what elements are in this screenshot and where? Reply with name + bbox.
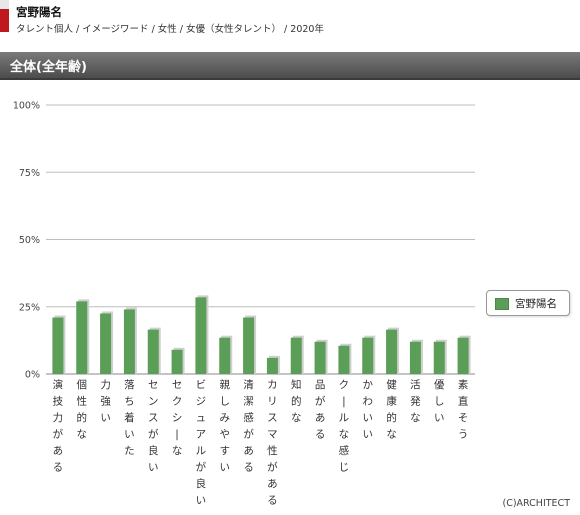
bar-9 xyxy=(243,317,255,374)
x-category-label: 演技力がある xyxy=(53,378,64,474)
bar-3 xyxy=(100,313,112,374)
bar-14 xyxy=(362,337,374,374)
bar-8 xyxy=(219,337,231,374)
y-tick-label: 75% xyxy=(19,168,40,179)
bar-11 xyxy=(290,337,302,374)
y-tick-label: 50% xyxy=(19,235,40,246)
bars-layer xyxy=(52,295,471,374)
bar-15 xyxy=(386,329,398,374)
chart-legend: 宮野陽名 xyxy=(486,290,570,316)
x-category-label: カリスマ性がある xyxy=(267,379,278,507)
bar-5 xyxy=(147,329,159,374)
copyright-notice: (C)ARCHITECT xyxy=(502,498,571,509)
bar-18 xyxy=(457,337,469,374)
talent-name: 宮野陽名 xyxy=(16,5,62,19)
bar-7 xyxy=(195,297,207,374)
grid-layer: 0% 25% 50% 75% 100% xyxy=(13,101,475,381)
x-category-label: 健康的な xyxy=(386,379,397,441)
x-category-label: 落ち着いた xyxy=(124,379,135,457)
x-category-label: 素直そう xyxy=(458,378,469,441)
x-category-label: 活発な xyxy=(410,379,421,424)
legend-swatch xyxy=(495,298,509,310)
category-labels-layer: 演技力がある 個性的な 力強い 落ち着いた センスが良い セクシ|な ビジュアルが良い 親しみ… xyxy=(53,378,469,507)
section-header-bar: 全体(全年齢) xyxy=(0,52,580,80)
bar-1 xyxy=(52,317,64,374)
bar-12 xyxy=(314,341,326,374)
bar-2 xyxy=(76,301,88,374)
x-category-label: 清潔感がある xyxy=(243,378,254,474)
legend-series-label: 宮野陽名 xyxy=(515,298,557,310)
category-breadcrumb: タレント個人 / イメージワード / 女性 / 女優（女性タレント） / 202… xyxy=(16,24,324,35)
x-category-label: 知的な xyxy=(291,378,302,424)
section-title: 全体(全年齢) xyxy=(10,60,87,75)
x-category-label: セクシ|な xyxy=(172,379,183,457)
bar-6 xyxy=(171,349,183,374)
bar-4 xyxy=(123,309,135,374)
x-category-label: センスが良い xyxy=(148,379,159,474)
y-tick-label: 25% xyxy=(19,302,40,313)
x-category-label: かわいい xyxy=(363,379,374,441)
y-tick-label: 0% xyxy=(25,370,40,381)
x-category-label: 品がある xyxy=(315,379,326,441)
x-category-label: 優しい xyxy=(434,378,445,424)
bar-17 xyxy=(433,341,445,374)
x-category-label: 個性的な xyxy=(77,378,88,441)
x-category-label: ク|ルな感じ xyxy=(339,379,350,474)
bar-10 xyxy=(266,357,278,374)
x-category-label: 親しみやすい xyxy=(220,378,231,474)
x-category-label: ビジュアルが良い xyxy=(196,379,207,507)
bar-13 xyxy=(338,345,350,374)
bar-16 xyxy=(409,341,421,374)
header-accent-mark xyxy=(0,0,9,32)
y-tick-label: 100% xyxy=(13,101,40,112)
x-category-label: 力強い xyxy=(100,378,111,424)
